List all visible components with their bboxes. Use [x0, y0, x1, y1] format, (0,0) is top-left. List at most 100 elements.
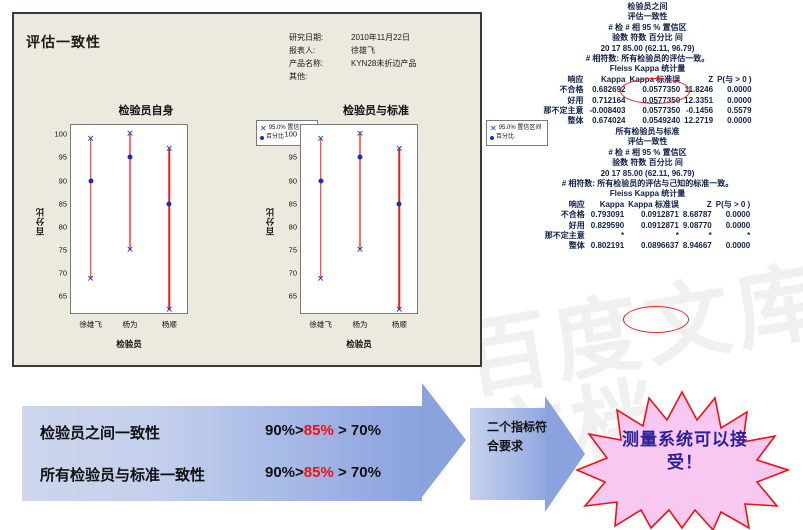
- plot-area-right: 65 70 75 80 85 90 95 100 徐雄飞 ✕ ✕ 杨为 ✕ ✕ 杨顺 ✕ ✕: [284, 124, 418, 329]
- percent-point-marker: [357, 154, 363, 160]
- chart-ylabel-left: 百分比: [35, 207, 45, 236]
- table-cell: *: [675, 230, 679, 240]
- table-row: 整体 0.674024 0.0549240 12.2719 0.0000: [541, 116, 753, 126]
- column-header: P(与 > 0 ): [717, 74, 752, 84]
- y-tick-label: 75: [58, 245, 67, 255]
- ci-endpoint-marker: ✕: [126, 128, 134, 139]
- table-cell: 0.0912871: [641, 210, 679, 220]
- y-tick-label: 70: [58, 268, 67, 278]
- page-title: 评估一致性: [26, 34, 101, 50]
- ci-endpoint-marker: ✕: [316, 133, 325, 144]
- meta-row-reporter: 报表人: 徐雄飞: [289, 44, 416, 57]
- criterion-2-lower: > 70%: [333, 464, 381, 481]
- block1-footnote: # 相符数: 所有检验员的评估一致。: [585, 54, 710, 64]
- x-tick-label: 徐雄飞: [309, 320, 332, 329]
- y-tick-label: 100: [284, 129, 297, 139]
- percent-point-marker: [127, 154, 133, 160]
- criterion-row-1: 检验员之间一致性 90%>85% > 70%: [40, 422, 381, 443]
- x-tick-label: 杨顺: [391, 320, 407, 329]
- confidence-interval-bar: [129, 134, 131, 250]
- chart-appraiser-vs-standard: 检验员与标准 百分比 65 70 75 80 85 90 95 100 徐雄飞 ✕ ✕ 杨为 ✕ ✕ 杨顺 ✕…: [252, 102, 548, 364]
- meta-value-product: KYN28未折边产品: [351, 59, 417, 68]
- ci-endpoint-marker: ✕: [356, 244, 364, 255]
- legend-item-percent: 百分比: [490, 133, 544, 142]
- percent-point-marker: [396, 201, 402, 207]
- table-cell: 0.712164: [592, 95, 626, 105]
- small-arrow-head: [545, 396, 585, 512]
- chart-legend-right: ✕ 95.0% 置信区间 百分比: [486, 120, 548, 146]
- kappa-table-vs-standard: 响应 Kappa Kappa 标准误 Z P(与 > 0 ) 不合格 0.793091 0.0…: [543, 200, 752, 252]
- table-cell: 9.08770: [682, 220, 712, 230]
- plot-area-left: 65 70 75 80 85 90 95 100 徐雄飞 ✕ ✕ 杨为 ✕ ✕ 杨顺 ✕ ✕: [54, 124, 188, 329]
- criterion-1-lower: > 70%: [333, 422, 381, 439]
- column-header: P(与 > 0 ): [715, 199, 751, 209]
- table-cell: 0.829590: [590, 220, 625, 230]
- meta-key-reporter: 报表人:: [289, 46, 316, 55]
- x-tick-label: 杨为: [122, 320, 138, 329]
- row-label: 那不定主意: [543, 106, 584, 116]
- block1-colhead-1: # 检 # 相 95 % 置信区: [608, 22, 687, 32]
- legend-label-percent: 百分比: [266, 134, 285, 140]
- chart-title-left: 检验员自身: [118, 105, 174, 117]
- legend-item-percent: 百分比: [260, 133, 314, 142]
- row-label: 那不定主意: [544, 230, 585, 240]
- criterion-2-values: 90%>85% > 70%: [265, 464, 381, 481]
- y-tick-label: 95: [58, 152, 67, 162]
- small-arrow-body: [470, 408, 545, 500]
- table-cell: 0.0000: [727, 95, 752, 105]
- y-tick-label: 90: [58, 176, 67, 186]
- table-cell: -0.1456: [685, 106, 714, 116]
- legend-label-ci: 95.0% 置信区间: [498, 125, 542, 131]
- table-cell: 0.0577350: [642, 106, 681, 116]
- table-cell: 12.2719: [684, 116, 714, 126]
- y-tick-label: 85: [288, 199, 297, 209]
- meta-value-reporter: 徐雄飞: [351, 46, 375, 55]
- column-header: Z: [708, 74, 714, 84]
- table-cell: 12.3351: [684, 95, 714, 105]
- criterion-1-actual: 85%: [303, 422, 334, 439]
- ci-endpoint-marker: ✕: [126, 244, 134, 255]
- meta-row-other: 其他:: [289, 70, 416, 83]
- small-arrow-text: 二个指标符合要求: [487, 420, 548, 453]
- table-cell: 0.793091: [590, 210, 625, 220]
- column-header: Kappa: [601, 74, 626, 84]
- big-arrow-head: [422, 383, 466, 497]
- annotation-ellipse-overall: [623, 306, 689, 333]
- meta-row-date: 研究日期: 2010年11月22日: [289, 31, 416, 44]
- table-cell: *: [747, 230, 751, 240]
- table-row: 那不定主意 -0.008403 0.0577350 -0.1456 0.5579: [541, 106, 753, 116]
- x-tick-label: 徐雄飞: [79, 320, 102, 329]
- confidence-interval-bar: [319, 138, 322, 279]
- y-tick-label: 80: [58, 222, 67, 232]
- table-cell: 8.94667: [682, 241, 712, 251]
- table-row: 好用 0.712164 0.0577350 12.3351 0.0000: [541, 96, 753, 106]
- table-header-row: 响应 Kappa Kappa 标准误 Z P(与 > 0 ): [541, 75, 753, 85]
- row-label: 好用: [567, 95, 584, 105]
- column-header: 响应: [568, 199, 585, 209]
- table-cell: 11.8246: [684, 85, 714, 95]
- table-cell: 0.5579: [727, 106, 752, 116]
- block1-colhead-2: 验数 符数 百分比 间: [612, 33, 683, 43]
- ci-endpoint-marker: ✕: [316, 273, 325, 284]
- column-header: Kappa 标准误: [628, 199, 679, 209]
- block2-colhead-1: # 检 # 相 95 % 置信区: [608, 147, 687, 157]
- ci-endpoint-marker: ✕: [356, 128, 364, 139]
- table-cell: 0.0912871: [641, 220, 679, 230]
- criterion-1-upper: 90%>: [265, 422, 304, 439]
- kappa-table-between-appraisers: 响应 Kappa Kappa 标准误 Z P(与 > 0 ) 不合格 0.682692 0.0…: [541, 75, 753, 127]
- chart-ylabel-right: 百分比: [265, 207, 275, 236]
- meta-row-product: 产品名称: KYN28未折边产品: [289, 57, 416, 70]
- minitab-report-panel: 评估一致性 研究日期: 2010年11月22日 报表人: 徐雄飞 产品名称: K…: [12, 12, 548, 367]
- legend-label-ci: 95.0% 置信区间: [268, 125, 312, 131]
- confidence-interval-bar: [89, 138, 92, 279]
- y-tick-label: 65: [288, 291, 297, 301]
- percent-point-marker: [318, 178, 324, 184]
- statistics-panel: 检验员之间 评估一致性 # 检 # 相 95 % 置信区 验数 符数 百分比 间…: [492, 2, 803, 252]
- table-cell: *: [621, 230, 625, 240]
- legend-x-icon: ✕: [260, 124, 267, 133]
- table-cell: 0.0577350: [642, 95, 681, 105]
- table-cell: 0.0000: [725, 210, 751, 220]
- block1-values: 20 17 85.00 (62.11, 96.79): [600, 43, 695, 53]
- table-row: 整体 0.802191 0.0896637 8.94667 0.0000: [543, 241, 752, 251]
- legend-label-percent: 百分比: [496, 134, 515, 140]
